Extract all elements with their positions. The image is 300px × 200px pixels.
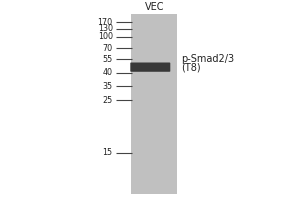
Text: 170: 170 bbox=[98, 18, 113, 27]
Bar bbox=[130, 14, 177, 194]
Text: 15: 15 bbox=[103, 148, 113, 157]
Text: 35: 35 bbox=[103, 82, 113, 91]
Text: 130: 130 bbox=[98, 24, 113, 33]
Text: VEC: VEC bbox=[145, 2, 164, 12]
Text: 25: 25 bbox=[102, 96, 113, 105]
Text: 55: 55 bbox=[102, 55, 113, 64]
Text: 70: 70 bbox=[103, 44, 113, 53]
Text: 100: 100 bbox=[98, 32, 113, 41]
Text: 40: 40 bbox=[103, 68, 113, 77]
Text: p-Smad2/3: p-Smad2/3 bbox=[182, 54, 235, 64]
FancyBboxPatch shape bbox=[130, 62, 170, 72]
Text: (T8): (T8) bbox=[182, 63, 201, 73]
